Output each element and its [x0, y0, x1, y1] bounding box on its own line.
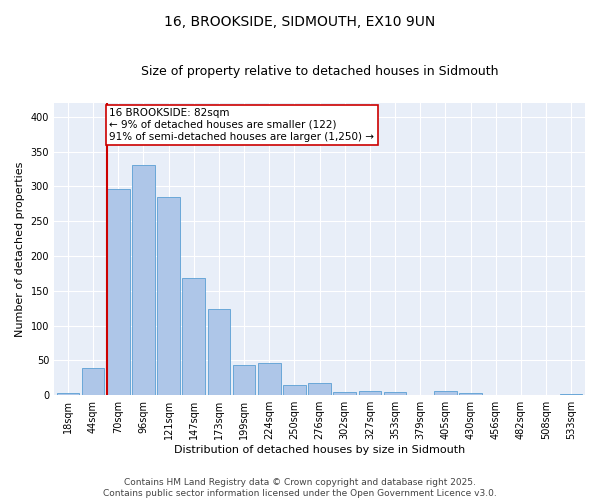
Bar — [308, 384, 331, 395]
Bar — [484, 394, 507, 395]
Bar — [258, 363, 281, 395]
Bar — [157, 198, 180, 395]
Bar — [459, 393, 482, 395]
X-axis label: Distribution of detached houses by size in Sidmouth: Distribution of detached houses by size … — [174, 445, 465, 455]
Text: Contains HM Land Registry data © Crown copyright and database right 2025.
Contai: Contains HM Land Registry data © Crown c… — [103, 478, 497, 498]
Bar — [82, 368, 104, 395]
Bar — [107, 189, 130, 395]
Text: 16, BROOKSIDE, SIDMOUTH, EX10 9UN: 16, BROOKSIDE, SIDMOUTH, EX10 9UN — [164, 15, 436, 29]
Y-axis label: Number of detached properties: Number of detached properties — [15, 162, 25, 336]
Bar — [208, 309, 230, 395]
Bar — [383, 392, 406, 395]
Bar — [132, 166, 155, 395]
Bar — [434, 391, 457, 395]
Bar — [233, 364, 256, 395]
Bar — [283, 385, 305, 395]
Text: 16 BROOKSIDE: 82sqm
← 9% of detached houses are smaller (122)
91% of semi-detach: 16 BROOKSIDE: 82sqm ← 9% of detached hou… — [109, 108, 374, 142]
Title: Size of property relative to detached houses in Sidmouth: Size of property relative to detached ho… — [141, 65, 498, 78]
Bar — [56, 393, 79, 395]
Bar — [560, 394, 583, 395]
Bar — [359, 391, 381, 395]
Bar — [182, 278, 205, 395]
Bar — [334, 392, 356, 395]
